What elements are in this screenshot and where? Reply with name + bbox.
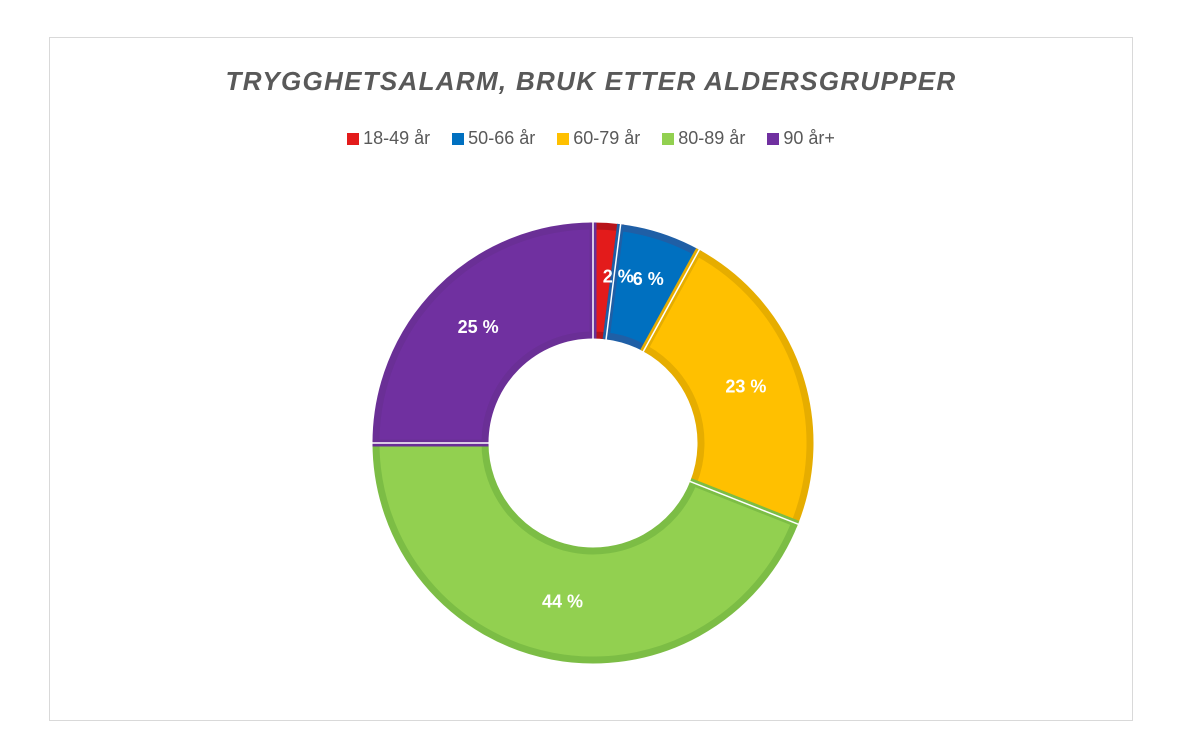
data-label-18-49: 2 %	[603, 267, 634, 287]
legend-swatch	[347, 132, 360, 145]
data-label-60-79: 23 %	[725, 377, 766, 397]
slice-separator	[605, 223, 622, 340]
legend-label: 50-66 år	[468, 128, 536, 148]
donut-chart: 2 %6 % 23 % 44 % 25 %	[372, 222, 814, 664]
legend-swatch	[557, 132, 570, 145]
data-label-80-89: 44 %	[542, 591, 583, 611]
legend-label: 18-49 år	[363, 128, 431, 148]
chart-title: TRYGGHETSALARM, BRUK ETTER ALDERSGRUPPER	[225, 66, 957, 96]
data-label-50-66: 6 %	[633, 269, 664, 289]
legend-swatch	[452, 132, 465, 145]
legend-label: 60-79 år	[573, 128, 641, 148]
legend-item-18-49: 18-49 år	[347, 128, 430, 149]
legend-swatch	[662, 132, 675, 145]
legend-item-80-89: 80-89 år	[662, 128, 745, 149]
legend-item-50-66: 50-66 år	[452, 128, 535, 149]
donut-slice-80-89	[372, 439, 800, 664]
slice-separator	[642, 248, 701, 353]
data-label-90-plus: 25 %	[458, 317, 499, 337]
legend-swatch	[767, 132, 780, 145]
slice-separator	[689, 480, 799, 526]
legend-item-90-plus: 90 år+	[767, 128, 835, 149]
donut-slice-60-79	[640, 248, 814, 528]
legend: 18-49 år 50-66 år 60-79 år 80-89 år 90 å…	[50, 128, 1132, 149]
legend-label: 80-89 år	[678, 128, 746, 148]
donut-slice-90-plus	[372, 222, 597, 447]
chart-frame: TRYGGHETSALARM, BRUK ETTER ALDERSGRUPPER…	[49, 37, 1133, 721]
legend-item-60-79: 60-79 år	[557, 128, 640, 149]
legend-label: 90 år+	[783, 128, 835, 148]
